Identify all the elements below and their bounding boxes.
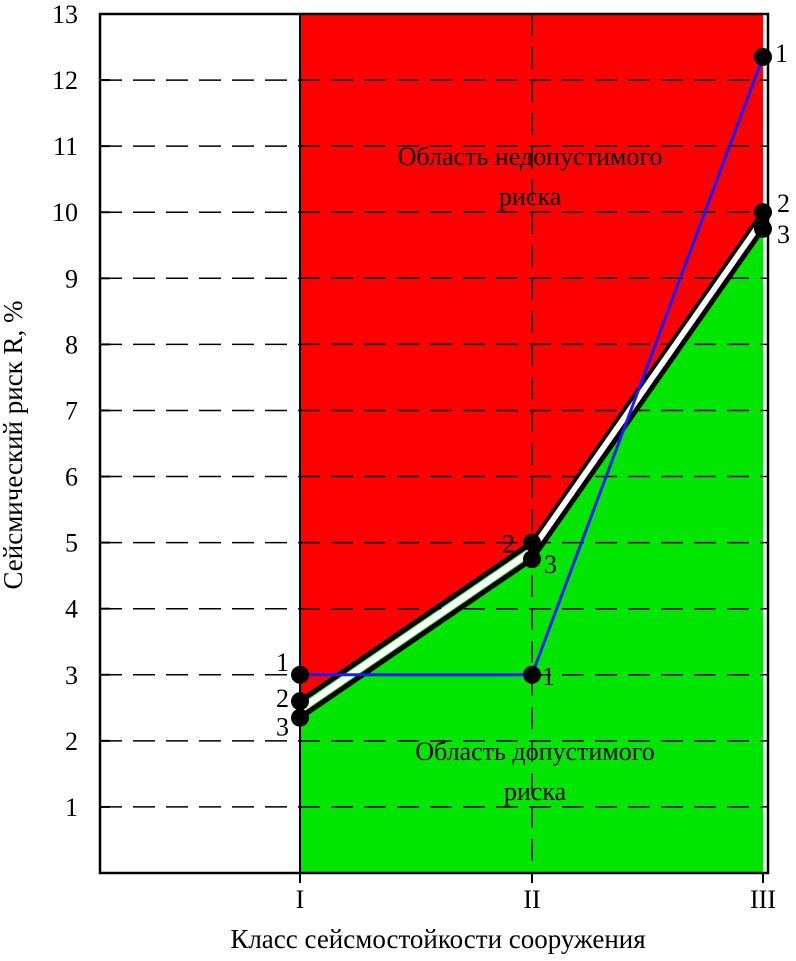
y-tick-label-2: 2 — [65, 727, 78, 756]
series-2-label-II: 2 — [502, 530, 515, 559]
y-tick-label-9: 9 — [65, 264, 78, 293]
region-label-0-line-1: риска — [499, 182, 562, 211]
series-1-label-III: 1 — [775, 39, 788, 68]
series-1-point-II — [523, 665, 541, 684]
series-2-point-III — [754, 203, 772, 222]
series-3-label-I: 3 — [276, 713, 289, 742]
series-2-label-I: 2 — [276, 684, 289, 713]
series-3-label-III: 3 — [777, 220, 790, 249]
plot-border — [98, 12, 770, 875]
acceptable-risk-region — [300, 212, 763, 873]
series-2-point-II — [523, 533, 541, 552]
series-3-label-II: 3 — [544, 550, 557, 579]
y-tick-label-10: 10 — [52, 198, 78, 227]
y-tick-label-11: 11 — [53, 132, 78, 161]
y-axis-title: Сейсмический риск R, % — [0, 300, 28, 589]
y-tick-label-12: 12 — [52, 66, 78, 95]
region-label-1-line-1: риска — [504, 777, 567, 806]
y-tick-label-13: 13 — [52, 0, 78, 29]
y-tick-label-8: 8 — [65, 330, 78, 359]
region-label-0-line-0: Область недопустимого — [398, 142, 663, 171]
y-tick-label-7: 7 — [65, 396, 78, 425]
x-axis-title: Класс сейсмостойкости сооружения — [230, 924, 645, 954]
x-tick-label-III: III — [750, 885, 776, 914]
y-tick-label-4: 4 — [65, 595, 78, 624]
series-2-point-I — [291, 692, 309, 711]
series-1-label-II: 1 — [542, 662, 555, 691]
plot-frame — [98, 12, 770, 883]
series-1-point-I — [291, 665, 309, 684]
series-1-label-I: 1 — [276, 648, 289, 677]
x-tick-label-II: II — [523, 885, 540, 914]
y-tick-label-5: 5 — [65, 529, 78, 558]
series-3-point-I — [291, 708, 309, 727]
region-labels: Область недопустимого риска Область допуст… — [398, 142, 663, 806]
series-1-point-III — [754, 47, 772, 66]
series-3-point-II — [523, 550, 541, 569]
x-tick-label-I: I — [296, 885, 305, 914]
series-3-point-III — [754, 219, 772, 238]
y-tick-label-6: 6 — [65, 463, 78, 492]
series-2-label-III: 2 — [777, 189, 790, 218]
y-tick-label-1: 1 — [65, 793, 78, 822]
region-label-1-line-0: Область допустимого — [415, 737, 655, 766]
y-tick-label-3: 3 — [65, 661, 78, 690]
